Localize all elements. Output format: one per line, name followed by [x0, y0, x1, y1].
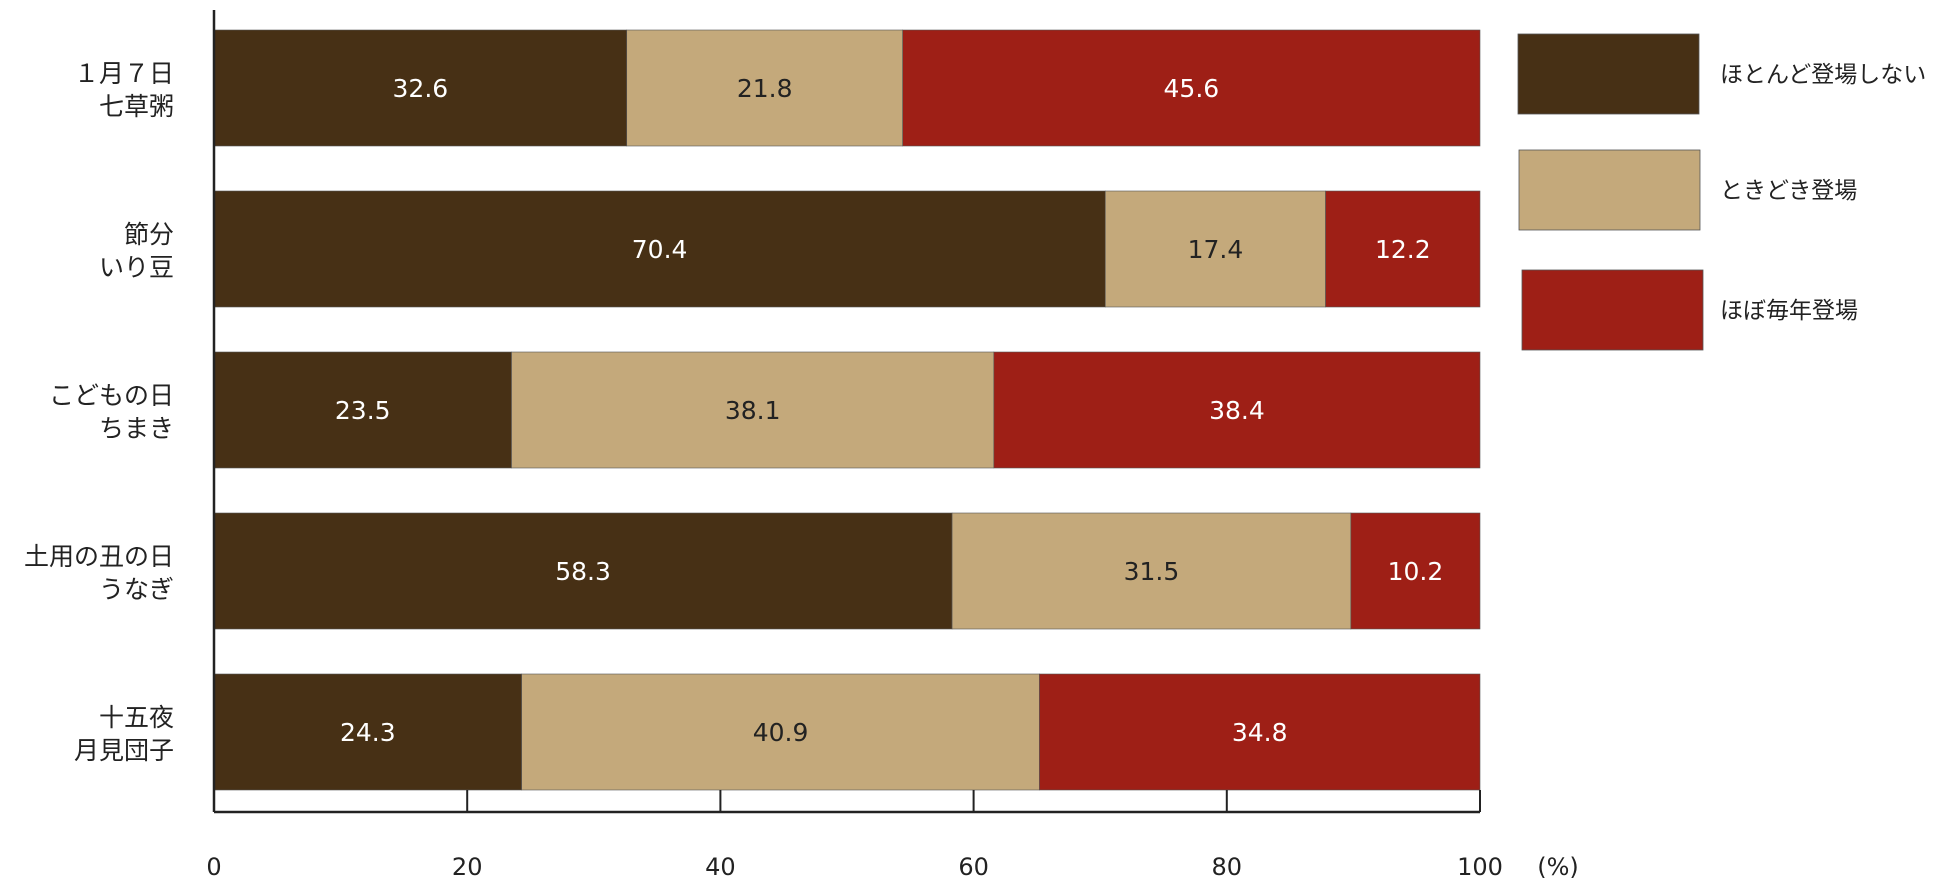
x-tick-label: 40	[705, 853, 736, 881]
bar-segment	[902, 29, 1481, 147]
x-tick-label: 100	[1457, 853, 1503, 881]
x-tick-label: 60	[958, 853, 989, 881]
bar-segment	[213, 673, 522, 791]
bar-segment	[1350, 512, 1481, 630]
category-label: いり豆	[99, 253, 174, 282]
bar-segment	[626, 29, 904, 147]
bar-segment	[213, 351, 512, 469]
bar-segment	[1039, 673, 1481, 791]
legend-label: ほとんど登場しない	[1720, 62, 1926, 88]
data-label: 34.8	[1232, 718, 1288, 747]
bar-segment	[993, 351, 1481, 469]
x-unit-label: (%)	[1537, 853, 1579, 881]
category-label: うなぎ	[99, 575, 174, 604]
data-label: 32.6	[393, 74, 449, 103]
data-label: 12.2	[1375, 235, 1431, 264]
legend-swatch	[1518, 149, 1701, 231]
data-label: 70.4	[632, 235, 688, 264]
data-label: 24.3	[340, 718, 396, 747]
x-tick-label: 0	[206, 853, 221, 881]
data-label: 58.3	[555, 557, 611, 586]
bar-segment	[213, 512, 953, 630]
category-label: 十五夜	[99, 703, 174, 732]
bar-segment	[1104, 190, 1326, 308]
data-label: 45.6	[1164, 74, 1220, 103]
x-tick-label: 20	[452, 853, 483, 881]
bar-segment	[213, 190, 1106, 308]
data-label: 10.2	[1388, 557, 1444, 586]
category-label: 土用の丑の日	[24, 542, 174, 571]
data-label: 23.5	[335, 396, 391, 425]
category-label: 月見団子	[74, 736, 174, 765]
category-label: １月７日	[74, 59, 174, 88]
data-label: 31.5	[1124, 557, 1180, 586]
data-label: 21.8	[737, 74, 793, 103]
bar-segment	[521, 673, 1040, 791]
category-label: 七草粥	[99, 92, 174, 121]
data-label: 17.4	[1188, 235, 1244, 264]
category-label: 節分	[124, 220, 174, 249]
x-tick-label: 80	[1212, 853, 1243, 881]
bar-segment	[511, 351, 995, 469]
category-label: こどもの日	[49, 381, 174, 410]
legend-label: ほぼ毎年登場	[1720, 298, 1858, 324]
category-label: ちまき	[99, 414, 174, 443]
data-label: 40.9	[753, 718, 809, 747]
bar-segment	[1325, 190, 1481, 308]
legend-swatch	[1517, 33, 1700, 115]
legend-swatch	[1521, 269, 1704, 351]
data-label: 38.1	[725, 396, 781, 425]
data-label: 38.4	[1209, 396, 1265, 425]
legend-label: ときどき登場	[1720, 178, 1857, 204]
bar-segment	[213, 29, 628, 147]
